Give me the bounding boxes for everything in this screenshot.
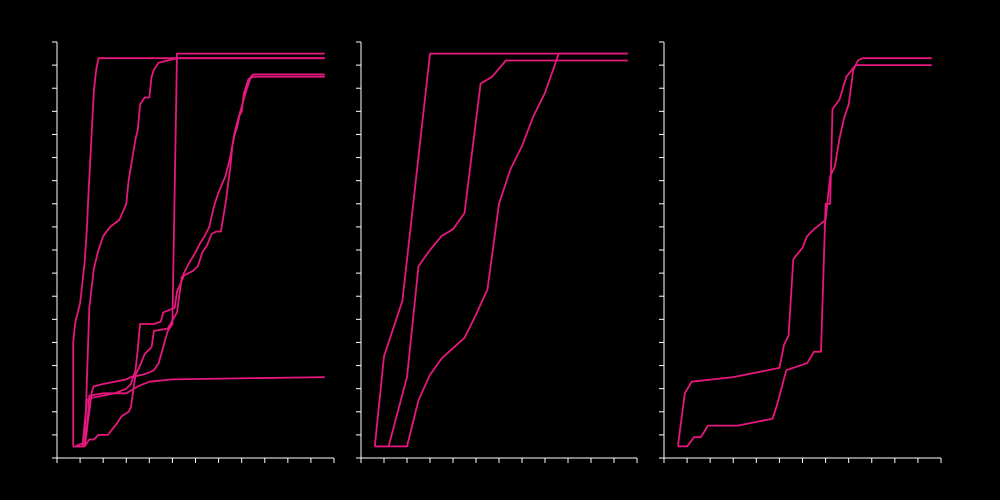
series-line-3 <box>73 52 325 448</box>
series-line-3 <box>374 52 628 448</box>
series-line-2 <box>83 57 325 447</box>
series-line-1 <box>373 52 628 447</box>
chart-panel-2 <box>356 41 638 463</box>
series-line-6 <box>73 376 325 448</box>
series-line-1 <box>677 57 932 447</box>
series-line-4 <box>73 75 325 448</box>
series-line-2 <box>374 59 628 448</box>
series-line-1 <box>72 57 325 447</box>
chart-panel-1 <box>52 41 335 463</box>
series-line-5 <box>73 73 325 448</box>
chart-panel-3 <box>659 41 942 463</box>
series-line-2 <box>677 64 932 448</box>
